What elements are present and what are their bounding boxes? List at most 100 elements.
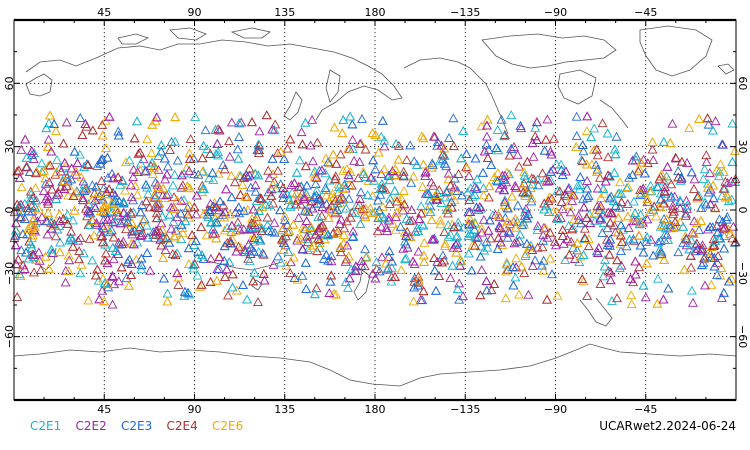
observation-marker (376, 131, 387, 141)
observation-marker (213, 124, 224, 134)
observation-marker (101, 248, 111, 258)
observation-marker (17, 229, 28, 239)
observation-marker (413, 275, 424, 285)
observation-marker (18, 260, 29, 270)
observation-marker (711, 165, 722, 175)
observation-marker (49, 119, 60, 129)
observation-marker (647, 144, 658, 154)
observation-marker (486, 160, 497, 170)
observation-marker (627, 169, 638, 179)
observation-marker (217, 209, 228, 219)
observation-marker (703, 252, 714, 262)
observation-marker (400, 254, 410, 264)
observation-marker (408, 171, 419, 181)
observation-marker (250, 186, 261, 196)
observation-marker (30, 218, 41, 228)
observation-marker (449, 222, 460, 232)
observation-marker (275, 146, 286, 156)
observation-marker (688, 228, 699, 238)
observation-marker (726, 194, 737, 204)
lon-tick-label-top: 135 (274, 6, 295, 19)
observation-marker (730, 146, 740, 156)
observation-marker (617, 237, 628, 247)
observation-marker (231, 246, 242, 256)
observation-marker (522, 156, 533, 166)
observation-marker (113, 248, 124, 258)
observation-marker (99, 200, 110, 210)
observation-marker (444, 133, 454, 142)
observation-marker (135, 222, 146, 232)
observation-marker (313, 193, 324, 203)
observation-marker (65, 232, 76, 242)
run-label: UCARwet2.2024-06-24 (599, 419, 736, 433)
observation-marker (160, 245, 171, 255)
lon-tick-label-bottom: 135 (274, 403, 295, 416)
observation-marker (182, 209, 193, 219)
observation-marker (234, 132, 244, 141)
observation-marker (190, 236, 201, 246)
observation-marker (360, 244, 371, 254)
observation-marker (177, 180, 188, 190)
observation-marker (516, 261, 527, 271)
observation-marker (592, 183, 603, 193)
observation-marker (370, 273, 381, 283)
observation-marker (84, 206, 95, 216)
observation-marker (252, 145, 263, 155)
coastline-segment (403, 57, 509, 135)
observation-marker (162, 161, 173, 171)
observation-marker (655, 221, 666, 231)
observation-marker (409, 156, 420, 166)
observation-marker (526, 193, 537, 203)
observation-marker (168, 216, 179, 226)
observation-marker (226, 238, 237, 248)
observation-marker (413, 271, 424, 281)
observation-marker (598, 183, 609, 193)
observation-marker (355, 187, 366, 197)
observation-marker (167, 248, 178, 258)
observation-marker (252, 228, 263, 238)
observation-marker (219, 164, 230, 174)
observation-marker (276, 257, 286, 267)
lon-tick-label-bottom: −45 (634, 403, 657, 416)
observation-marker (224, 151, 235, 161)
observation-marker (365, 203, 376, 213)
observation-marker (522, 213, 533, 223)
observation-marker (180, 286, 190, 296)
observation-marker (728, 221, 739, 231)
observation-marker (489, 279, 500, 288)
observation-marker (439, 255, 450, 265)
observation-marker (370, 129, 381, 139)
observation-marker (479, 245, 490, 255)
observation-marker (654, 174, 665, 184)
observation-marker (443, 231, 454, 241)
lon-tick-label-bottom: 45 (97, 403, 111, 416)
observation-marker (301, 231, 312, 241)
observation-marker (196, 187, 207, 197)
observation-marker (545, 227, 556, 237)
observation-marker (356, 205, 367, 215)
observation-marker (58, 138, 69, 148)
observation-marker (687, 227, 698, 237)
observation-marker (253, 297, 263, 306)
observation-marker (608, 196, 619, 205)
observation-marker (185, 134, 196, 144)
observation-marker (102, 152, 113, 162)
observation-marker (401, 253, 412, 263)
lon-tick-label-top: −135 (450, 6, 480, 19)
observation-marker (557, 204, 568, 214)
observation-marker (613, 212, 624, 222)
observation-marker (575, 171, 586, 181)
observation-marker (501, 266, 511, 276)
observation-marker (716, 262, 727, 272)
observation-marker (517, 220, 528, 230)
observation-marker (531, 135, 542, 144)
observation-marker (205, 276, 216, 286)
observation-marker (347, 134, 358, 144)
observation-marker (360, 211, 371, 221)
observation-marker (397, 201, 408, 211)
observation-marker (621, 183, 632, 193)
observation-marker (211, 275, 222, 285)
observation-marker (83, 159, 94, 169)
observation-marker (232, 144, 243, 154)
observation-marker (642, 232, 653, 242)
